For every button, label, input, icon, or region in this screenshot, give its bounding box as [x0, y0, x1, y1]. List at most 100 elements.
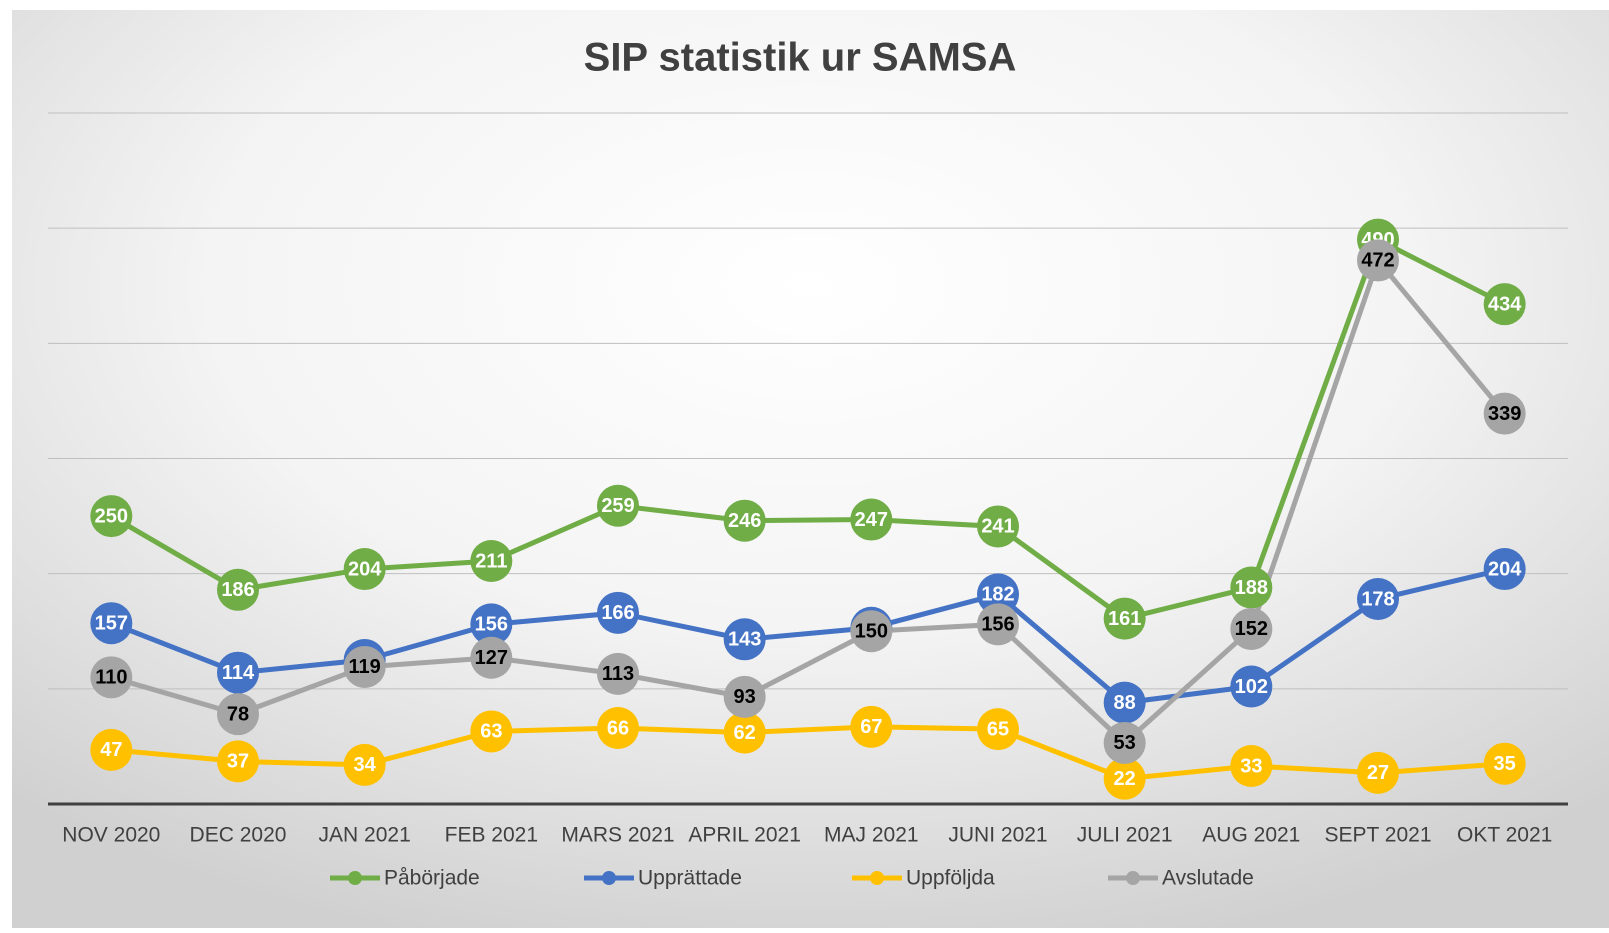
legend-label: Upprättade — [638, 867, 742, 890]
series-line — [110, 236, 1506, 622]
data-label: 250 — [95, 505, 128, 527]
legend-marker — [870, 871, 884, 885]
data-label: 204 — [1488, 558, 1522, 580]
x-tick-label: APRIL 2021 — [688, 824, 800, 847]
series-line — [110, 566, 1506, 706]
legend-label: Uppföljda — [906, 867, 995, 890]
data-label: 211 — [475, 550, 507, 572]
data-label: 93 — [734, 686, 756, 708]
marker — [1103, 681, 1146, 724]
marker — [1103, 757, 1146, 800]
chart-title: SIP statistik ur SAMSA — [584, 36, 1017, 80]
marker — [723, 618, 766, 661]
data-label: 110 — [95, 667, 127, 689]
data-label: 156 — [981, 614, 1014, 636]
data-label: 434 — [1488, 293, 1522, 315]
marker — [90, 728, 133, 771]
data-label: 22 — [1114, 768, 1136, 790]
data-label: 246 — [728, 510, 761, 532]
data-label: 119 — [349, 656, 381, 678]
data-label: 113 — [602, 663, 634, 685]
marker — [1230, 566, 1273, 609]
x-tick-label: MAJ 2021 — [824, 824, 919, 847]
data-label: 150 — [855, 621, 888, 643]
data-label: 53 — [1114, 732, 1136, 754]
data-label: 339 — [1488, 403, 1521, 425]
marker — [1230, 607, 1273, 650]
data-label: 157 — [95, 612, 128, 634]
data-label: 33 — [1240, 755, 1262, 777]
x-tick-label: AUG 2021 — [1202, 824, 1300, 847]
data-label: 161 — [1108, 608, 1141, 630]
marker — [597, 484, 639, 527]
x-tick-label: NOV 2020 — [62, 824, 160, 847]
data-label: 152 — [1235, 618, 1268, 640]
marker — [723, 499, 766, 542]
marker — [1483, 283, 1526, 326]
data-label: 65 — [987, 718, 1009, 740]
data-label: 472 — [1361, 250, 1394, 272]
legend-label: Påbörjade — [384, 867, 480, 890]
marker — [470, 636, 513, 679]
data-label: 188 — [1235, 577, 1268, 599]
data-label: 204 — [348, 558, 382, 580]
data-label: 247 — [855, 509, 888, 531]
chart-background — [12, 10, 1609, 928]
marker — [1103, 597, 1146, 640]
marker — [470, 710, 513, 753]
marker — [90, 495, 133, 538]
legend-marker — [1126, 871, 1140, 885]
data-label: 67 — [860, 716, 882, 738]
data-label: 186 — [221, 579, 254, 601]
data-label: 156 — [475, 614, 508, 636]
marker — [1230, 744, 1273, 787]
marker — [217, 568, 259, 611]
data-label: 143 — [728, 629, 761, 651]
marker — [1357, 578, 1399, 621]
data-label: 63 — [480, 721, 502, 743]
data-label: 78 — [227, 703, 249, 725]
data-label: 27 — [1367, 762, 1389, 784]
marker — [217, 651, 259, 694]
marker — [977, 708, 1019, 751]
marker — [343, 548, 386, 591]
marker — [850, 610, 893, 653]
data-label: 34 — [354, 754, 377, 776]
marker — [1483, 742, 1526, 785]
legend-marker — [348, 871, 362, 885]
x-tick-label: JULI 2021 — [1077, 824, 1173, 847]
data-label: 259 — [601, 495, 634, 517]
marker — [1483, 392, 1526, 435]
data-label: 35 — [1494, 753, 1516, 775]
data-label: 182 — [981, 584, 1014, 606]
marker — [217, 740, 259, 783]
x-tick-label: JUNI 2021 — [948, 824, 1047, 847]
marker — [597, 706, 639, 749]
x-tick-label: OKT 2021 — [1457, 824, 1552, 847]
data-label: 88 — [1114, 692, 1136, 714]
x-tick-label: SEPT 2021 — [1324, 824, 1431, 847]
data-label: 178 — [1361, 588, 1394, 610]
series-line — [110, 255, 1507, 747]
marker — [977, 573, 1019, 616]
data-label: 62 — [734, 722, 756, 744]
marker — [470, 539, 513, 582]
series-line — [111, 724, 1505, 782]
legend-marker — [602, 871, 616, 885]
marker — [1357, 239, 1399, 282]
data-label: 47 — [100, 739, 122, 761]
marker — [850, 705, 893, 748]
marker — [597, 652, 639, 695]
marker — [597, 591, 639, 634]
marker — [343, 645, 386, 688]
data-label: 166 — [601, 602, 634, 624]
data-label: 66 — [607, 717, 629, 739]
marker — [1230, 665, 1273, 708]
marker — [343, 743, 386, 786]
x-tick-label: MARS 2021 — [561, 824, 674, 847]
marker — [1357, 751, 1399, 794]
marker — [90, 602, 133, 645]
x-tick-label: DEC 2020 — [190, 824, 287, 847]
